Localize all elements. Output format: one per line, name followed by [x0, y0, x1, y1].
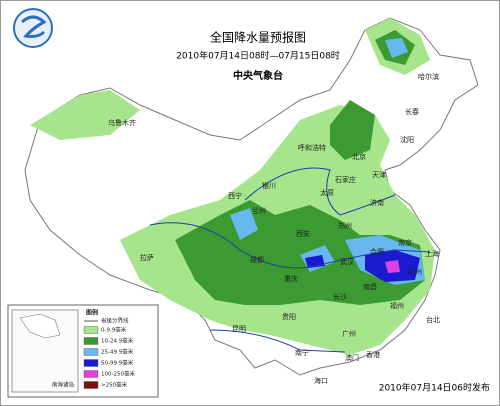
city-label: 北京: [352, 152, 366, 161]
city-label: 拉萨: [140, 253, 154, 262]
legend-label: 50-99.9毫米: [101, 359, 134, 367]
city-label: 南京: [398, 238, 412, 247]
subtitle: 2010年07月14日08时—07月15日08时: [176, 50, 340, 62]
city-label: 呼和浩特: [298, 143, 326, 152]
city-label: 兰州: [252, 206, 266, 215]
city-label: 石家庄: [335, 175, 356, 184]
legend-swatch: [83, 337, 99, 345]
legend-items: 0-9.9毫米 10-24.9毫米 25-49.9毫米 50-99.9毫米 100-25…: [83, 326, 135, 389]
legend-title: 图例: [86, 309, 98, 317]
city-label: 上海: [425, 249, 439, 258]
city-label: 福州: [390, 301, 404, 310]
city-label: 郑州: [338, 222, 352, 230]
city-label: 银川: [262, 181, 276, 190]
city-label: 台北: [426, 315, 440, 324]
inset-label: 南海诸岛: [52, 381, 75, 389]
city-label: 哈尔滨: [418, 72, 439, 81]
city-label: 西宁: [228, 191, 242, 200]
legend-label: 省级分界线: [101, 317, 129, 325]
city-label: 广州: [342, 329, 356, 338]
city-label: 海口: [314, 376, 328, 385]
city-label: 香港: [366, 350, 380, 359]
legend-label: >250毫米: [101, 381, 128, 389]
legend-label: 10-24.9毫米: [101, 337, 134, 345]
city-label: 重庆: [284, 274, 298, 283]
city-label: 西安: [296, 229, 310, 238]
city-label: 成都: [250, 255, 264, 264]
city-label: 长春: [405, 107, 419, 116]
inset-coast: [19, 313, 61, 339]
logo: [13, 8, 53, 48]
legend-label: 0-9.9毫米: [101, 326, 127, 334]
city-label: 昆明: [232, 325, 246, 333]
legend-swatch: [83, 370, 99, 378]
legend-label: 100-250毫米: [101, 370, 135, 378]
legend-swatch: [83, 359, 99, 367]
city-label: 太原: [320, 188, 334, 197]
city-label: 澳门: [345, 353, 359, 362]
city-label: 长沙: [333, 292, 347, 301]
legend: 南海诸岛 图例 省级分界线 0-9.9毫米 10-24.9毫米 25-49.9毫米 5…: [7, 304, 159, 398]
city-label: 武汉: [340, 257, 354, 266]
city-label: 贵阳: [282, 312, 296, 321]
city-label: 南宁: [295, 348, 309, 357]
legend-swatch: [83, 326, 99, 334]
legend-swatch: [83, 381, 99, 389]
city-label: 杭州: [408, 267, 422, 276]
city-label: 合肥: [370, 247, 384, 256]
city-label: 南昌: [363, 282, 377, 291]
legend-swatch: [83, 348, 99, 356]
city-label: 济南: [370, 198, 384, 207]
city-label: 乌鲁木齐: [108, 118, 136, 127]
city-labels: 乌鲁木齐 哈尔滨 长春 沈阳 呼和浩特 北京 天津 石家庄 太原 济南 银川 西…: [108, 72, 440, 385]
city-label: 天津: [372, 171, 386, 179]
rain-zones: [30, 18, 435, 355]
rivers: [149, 167, 431, 353]
issued-time: 2010年07月14日06时发布: [379, 382, 490, 394]
legend-label: 25-49.9毫米: [101, 348, 134, 356]
city-label: 沈阳: [400, 135, 414, 144]
title: 全国降水量预报图: [210, 30, 306, 45]
issuer: 中央气象台: [233, 69, 283, 82]
